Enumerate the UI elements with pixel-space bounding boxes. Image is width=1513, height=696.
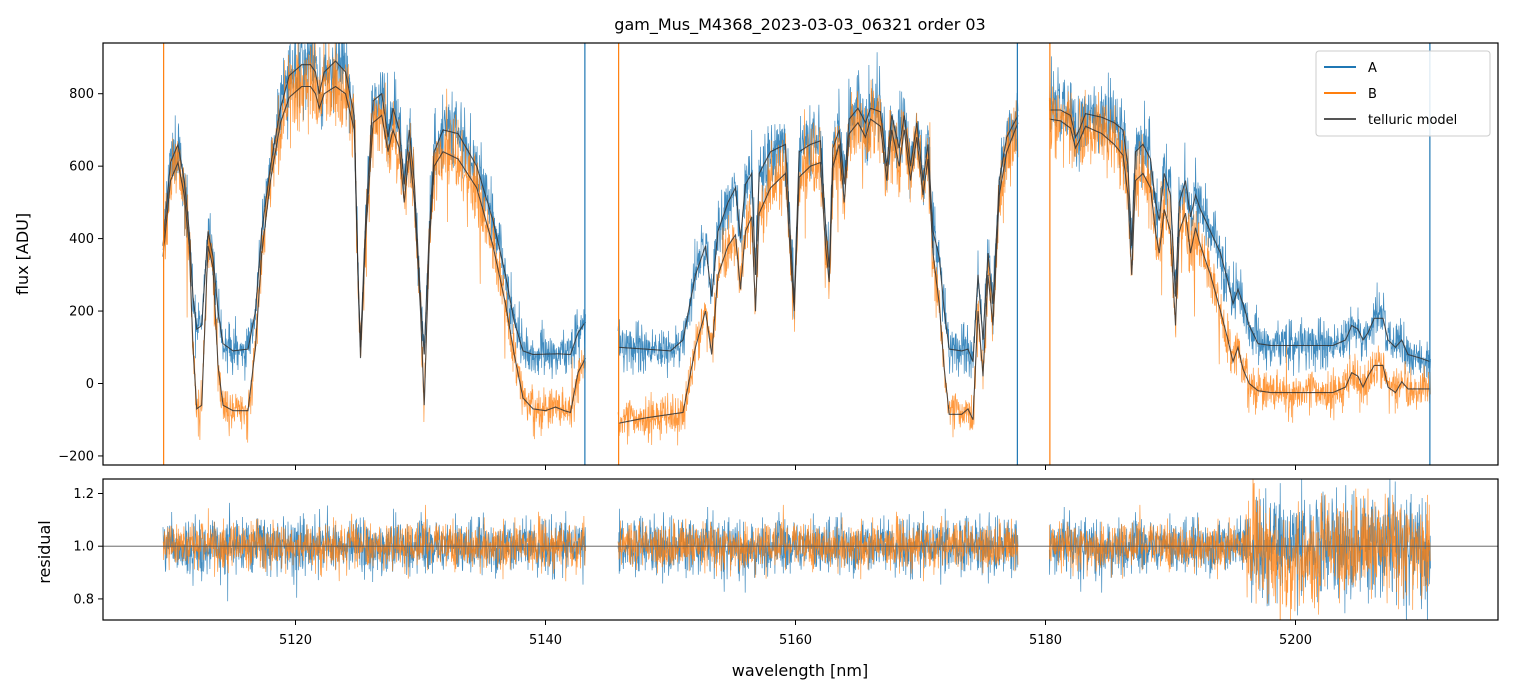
xtick-label: 5140 [529, 633, 562, 648]
residual-ytick-label: 0.8 [73, 592, 94, 607]
flux-ytick-label: 200 [69, 305, 94, 320]
flux-ytick-label: 400 [69, 232, 94, 247]
model-a-segment-2 [1049, 109, 1431, 363]
flux-panel: 800 600 400 200 0 −200 flux [ADU] [13, 42, 1499, 470]
legend: A B telluric model [1315, 50, 1491, 137]
model-b-segment-0 [162, 85, 586, 414]
residual-ytick-label: 1.0 [73, 540, 94, 555]
series-b-residual-segment-2 [1048, 479, 1431, 620]
model-a-segment-1 [618, 107, 1019, 362]
residual-panel-frame [102, 478, 1499, 621]
series-b-flux-segment-0 [162, 43, 586, 443]
model-b-segment-2 [1049, 118, 1431, 394]
legend-label-b: B [1368, 87, 1377, 102]
residual-ytick-label: 1.2 [73, 487, 94, 502]
residual-ylabel: residual [35, 520, 54, 583]
series-b-residual-segment-0 [162, 504, 586, 582]
legend-label-model: telluric model [1368, 113, 1457, 128]
model-b-segment-1 [618, 118, 1019, 424]
xtick-label: 5180 [1029, 633, 1062, 648]
series-a-flux-segment-2 [1048, 56, 1431, 382]
series-a-flux-segment-1 [617, 52, 1019, 379]
series-b-residual-segment-1 [617, 504, 1019, 582]
chart-title: gam_Mus_M4368_2023-03-03_06321 order 03 [614, 15, 985, 35]
flux-ytick-label: 800 [69, 87, 94, 102]
residual-panel: 1.21.00.8 5120 5140 5160 5180 5200 residual … [35, 478, 1499, 680]
flux-ytick-label: 0 [86, 377, 94, 392]
legend-label-a: A [1368, 61, 1377, 76]
model-a-segment-0 [162, 60, 586, 356]
series-a-flux-segment-0 [162, 43, 586, 381]
series-b-flux-segment-2 [1048, 86, 1431, 423]
flux-panel-frame [102, 42, 1499, 466]
flux-ylabel: flux [ADU] [13, 213, 32, 295]
xtick-label: 5160 [779, 633, 812, 648]
flux-ytick-label: −200 [58, 449, 94, 464]
xtick-label: 5200 [1279, 633, 1312, 648]
xtick-label: 5120 [279, 633, 312, 648]
flux-ytick-label: 600 [69, 160, 94, 175]
xlabel: wavelength [nm] [732, 661, 869, 680]
legend-box [1315, 50, 1491, 137]
series-b-flux-segment-1 [617, 79, 1019, 446]
